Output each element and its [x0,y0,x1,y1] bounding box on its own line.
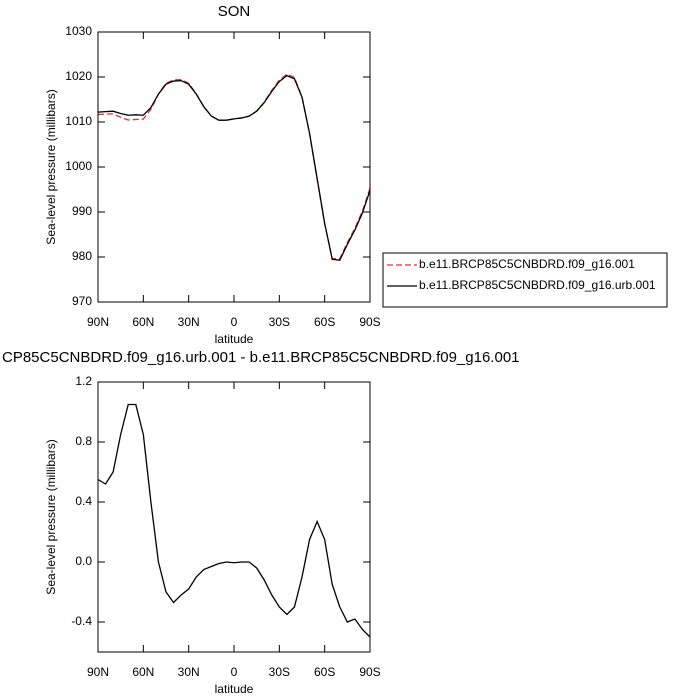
chart-title: CP85C5CNBDRD.f09_g16.urb.001 - b.e11.BRC… [2,349,520,366]
y-tick-label: 1.2 [75,374,92,388]
data-line [97,73,371,260]
x-tick-label: 90N [87,665,109,679]
legend-label: b.e11.BRCP85C5CNBDRD.f09_g16.001 [419,257,635,271]
x-tick-label: 0 [231,315,238,329]
x-tick-label: 90S [359,665,380,679]
plot-frame [97,381,371,653]
x-tick-label: 30N [178,315,200,329]
y-tick-label: 0.8 [75,434,92,448]
x-axis-label: latitude [215,682,254,696]
data-line [97,74,371,261]
legend-box [382,252,668,308]
y-tick-label: 1030 [65,24,92,38]
x-tick-label: 30S [269,315,290,329]
y-tick-label: 0.0 [75,554,92,568]
legend-label: b.e11.BRCP85C5CNBDRD.f09_g16.urb.001 [419,278,656,292]
y-axis-label: Sea-level pressure (millibars) [44,89,58,244]
plot-frame [97,31,371,303]
y-tick-label: 1020 [65,69,92,83]
x-tick-label: 60S [314,315,335,329]
y-tick-label: -0.4 [71,614,92,628]
x-tick-label: 60N [132,665,154,679]
data-line [97,403,371,638]
y-tick-label: 980 [72,249,92,263]
x-tick-label: 0 [231,665,238,679]
x-tick-label: 30S [269,665,290,679]
chart-title: SON [218,3,251,20]
x-axis-label: latitude [215,332,254,346]
y-tick-label: 1000 [65,159,92,173]
x-tick-label: 30N [178,665,200,679]
x-tick-label: 60N [132,315,154,329]
y-tick-label: 1010 [65,114,92,128]
y-tick-label: 0.4 [75,494,92,508]
y-axis-label: Sea-level pressure (millibars) [44,439,58,594]
y-tick-label: 970 [72,294,92,308]
y-tick-label: 990 [72,204,92,218]
x-tick-label: 90S [359,315,380,329]
x-tick-label: 60S [314,665,335,679]
x-tick-label: 90N [87,315,109,329]
